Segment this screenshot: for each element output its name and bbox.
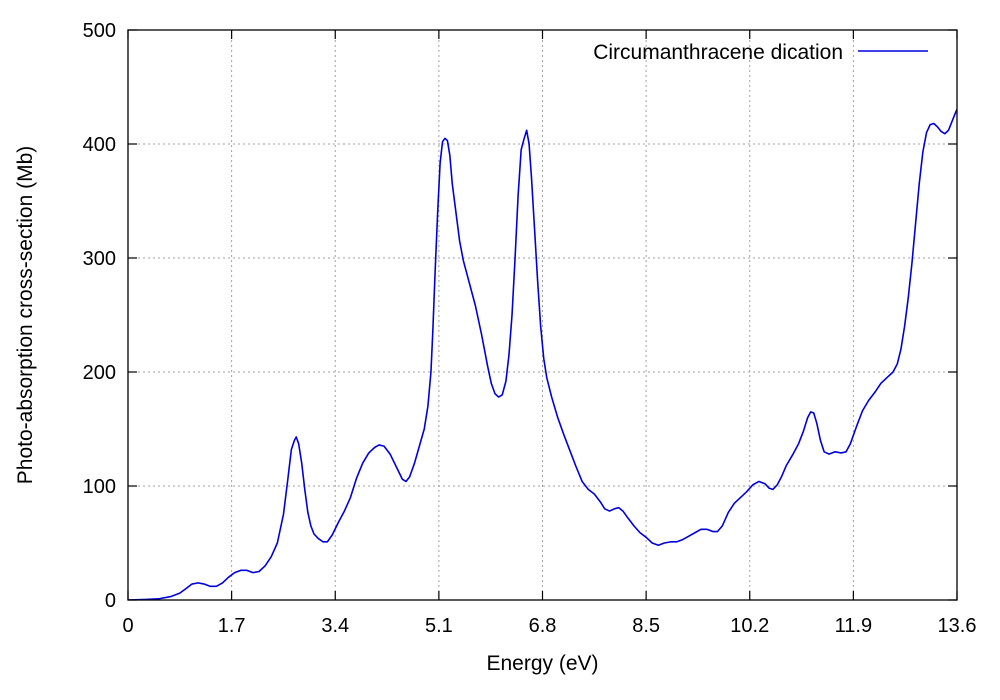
y-tick-label: 0 [105,590,116,612]
x-tick-label: 1.7 [218,615,246,637]
legend: Circumanthracene dication [593,41,928,64]
y-axis-ticks: 0 100 200 300 400 500 [83,20,957,612]
x-tick-label: 6.8 [529,615,557,637]
y-tick-label: 200 [83,362,116,384]
series-layer [128,107,957,600]
x-tick-label: 8.5 [632,615,660,637]
plot-frame [127,29,958,601]
legend-label: Circumanthracene dication [593,41,843,64]
x-tick-label: 13.6 [938,615,977,637]
y-tick-label: 400 [83,134,116,156]
x-tick-label: 10.2 [730,615,769,637]
y-axis-label: Photo-absorption cross-section (Mb) [14,146,37,484]
y-tick-label: 100 [83,476,116,498]
y-tick-label: 500 [83,20,116,42]
x-tick-label: 0 [122,615,133,637]
x-tick-label: 11.9 [835,615,872,637]
x-axis-ticks: 0 1.7 3.4 5.1 6.8 8.5 10.2 11.9 13.6 [122,30,976,637]
x-tick-label: 3.4 [321,615,349,637]
gridlines [128,30,957,600]
x-axis-label: Energy (eV) [486,652,598,675]
series-line [128,107,957,600]
y-tick-label: 300 [83,248,116,270]
x-tick-label: 5.1 [425,615,453,637]
